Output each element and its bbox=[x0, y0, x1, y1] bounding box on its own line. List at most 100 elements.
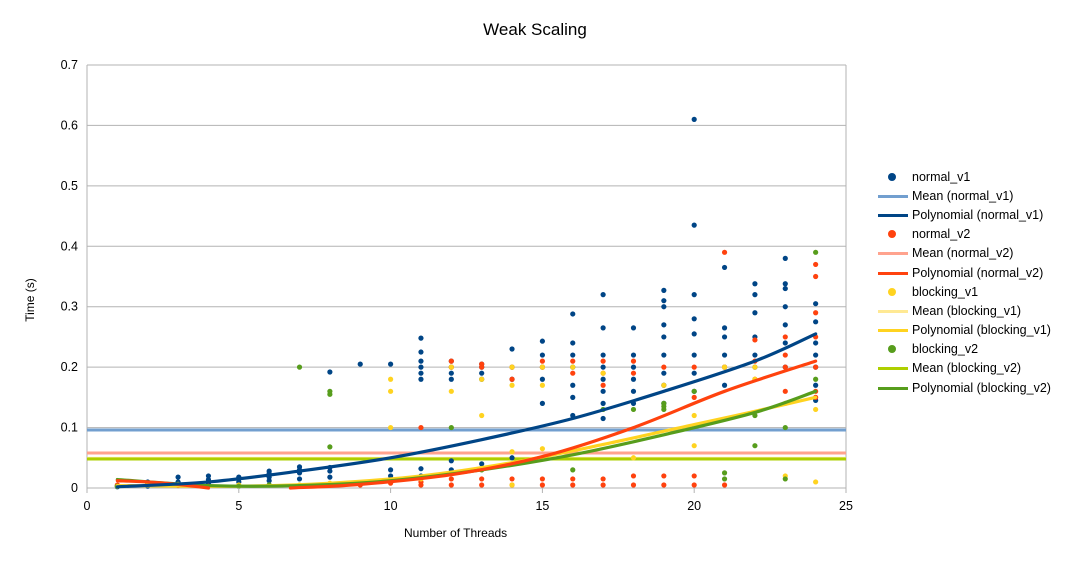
point-blocking_v2 bbox=[661, 400, 667, 406]
point-normal_v1 bbox=[296, 464, 303, 470]
point-normal_v1 bbox=[479, 370, 485, 376]
legend-symbol bbox=[878, 171, 908, 183]
point-normal_v1 bbox=[691, 370, 697, 376]
point-normal_v2 bbox=[570, 476, 576, 482]
point-normal_v1 bbox=[691, 116, 697, 122]
x-tick-label: 20 bbox=[687, 499, 701, 513]
point-blocking_v1 bbox=[661, 382, 667, 388]
point-normal_v1 bbox=[600, 415, 606, 422]
point-normal_v1 bbox=[813, 382, 819, 388]
point-normal_v2 bbox=[661, 364, 667, 370]
point-normal_v1 bbox=[813, 301, 819, 307]
trendline-normal_v2 bbox=[288, 359, 818, 490]
point-normal_v1 bbox=[661, 287, 667, 293]
point-normal_v1 bbox=[600, 388, 606, 394]
point-normal_v1 bbox=[600, 352, 606, 358]
point-blocking_v1 bbox=[388, 388, 394, 394]
point-blocking_v1 bbox=[539, 382, 546, 388]
point-normal_v2 bbox=[570, 370, 576, 376]
point-normal_v1 bbox=[600, 364, 606, 370]
point-normal_v2 bbox=[509, 376, 515, 382]
point-normal_v1 bbox=[813, 340, 819, 346]
x-tick-label: 10 bbox=[384, 499, 398, 513]
point-normal_v2 bbox=[630, 482, 637, 488]
legend-label: normal_v1 bbox=[912, 169, 971, 184]
point-normal_v1 bbox=[509, 455, 515, 461]
point-normal_v2 bbox=[782, 334, 788, 340]
point-normal_v2 bbox=[630, 370, 637, 376]
point-normal_v2 bbox=[661, 473, 667, 479]
point-normal_v1 bbox=[388, 361, 394, 367]
point-normal_v2 bbox=[691, 473, 697, 479]
point-normal_v1 bbox=[266, 468, 272, 474]
point-normal_v1 bbox=[691, 222, 697, 228]
point-normal_v1 bbox=[782, 340, 788, 346]
point-normal_v1 bbox=[630, 364, 637, 370]
polynomial-trendlines bbox=[115, 332, 818, 490]
point-normal_v1 bbox=[752, 292, 758, 298]
point-normal_v2 bbox=[509, 476, 515, 482]
point-normal_v2 bbox=[539, 476, 546, 482]
point-blocking_v2 bbox=[721, 476, 728, 482]
y-tick-label: 0.7 bbox=[61, 58, 78, 72]
point-blocking_v1 bbox=[721, 364, 728, 370]
point-blocking_v2 bbox=[296, 364, 303, 370]
point-normal_v1 bbox=[782, 285, 788, 292]
legend-symbol bbox=[878, 305, 908, 317]
point-normal_v2 bbox=[448, 482, 454, 488]
point-normal_v1 bbox=[296, 476, 303, 482]
point-normal_v1 bbox=[813, 352, 819, 358]
point-normal_v1 bbox=[630, 352, 637, 358]
point-blocking_v1 bbox=[630, 455, 637, 461]
y-tick-label: 0.6 bbox=[61, 118, 78, 132]
point-normal_v1 bbox=[661, 334, 667, 340]
point-blocking_v2 bbox=[570, 467, 576, 473]
point-normal_v2 bbox=[448, 476, 454, 482]
point-normal_v2 bbox=[813, 310, 819, 316]
x-tick-label: 5 bbox=[235, 499, 242, 513]
legend-entry: Polynomial (normal_v2) bbox=[878, 263, 1051, 282]
point-normal_v1 bbox=[691, 352, 697, 358]
point-normal_v1 bbox=[691, 316, 697, 322]
point-blocking_v1 bbox=[448, 388, 454, 394]
point-normal_v2 bbox=[782, 388, 788, 394]
point-normal_v1 bbox=[205, 473, 212, 479]
chart-legend: normal_v1 Mean (normal_v1) Polynomial (nor… bbox=[878, 167, 1051, 397]
point-normal_v2 bbox=[691, 482, 697, 488]
point-normal_v1 bbox=[418, 364, 424, 370]
data-points bbox=[114, 116, 819, 490]
point-normal_v2 bbox=[600, 382, 606, 388]
point-normal_v2 bbox=[721, 482, 728, 488]
legend-entry: Mean (normal_v2) bbox=[878, 244, 1051, 263]
point-normal_v1 bbox=[479, 461, 485, 467]
point-blocking_v1 bbox=[448, 364, 454, 370]
point-normal_v1 bbox=[661, 322, 667, 328]
point-normal_v2 bbox=[600, 476, 606, 482]
point-normal_v2 bbox=[782, 364, 788, 370]
legend-label: blocking_v1 bbox=[912, 284, 979, 299]
point-normal_v2 bbox=[539, 482, 546, 488]
point-normal_v1 bbox=[418, 370, 424, 376]
point-normal_v1 bbox=[418, 358, 424, 364]
point-normal_v1 bbox=[418, 335, 424, 341]
point-normal_v1 bbox=[539, 376, 546, 382]
point-normal_v1 bbox=[570, 394, 576, 400]
y-tick-label: 0.4 bbox=[61, 239, 78, 253]
point-normal_v1 bbox=[752, 281, 758, 287]
legend-symbol bbox=[878, 209, 908, 221]
point-normal_v2 bbox=[721, 249, 728, 255]
point-normal_v2 bbox=[600, 358, 606, 364]
legend-entry: normal_v1 bbox=[878, 167, 1051, 186]
point-normal_v1 bbox=[721, 264, 728, 271]
point-blocking_v1 bbox=[509, 382, 515, 388]
point-blocking_v2 bbox=[327, 444, 333, 450]
point-normal_v1 bbox=[327, 468, 333, 474]
legend-label: Polynomial (blocking_v1) bbox=[912, 323, 1051, 338]
point-normal_v1 bbox=[570, 382, 576, 388]
point-normal_v1 bbox=[448, 370, 454, 376]
point-normal_v1 bbox=[782, 304, 788, 310]
point-normal_v1 bbox=[418, 376, 424, 382]
x-tick-label: 0 bbox=[84, 499, 91, 513]
legend-label: Polynomial (blocking_v2) bbox=[912, 380, 1051, 395]
